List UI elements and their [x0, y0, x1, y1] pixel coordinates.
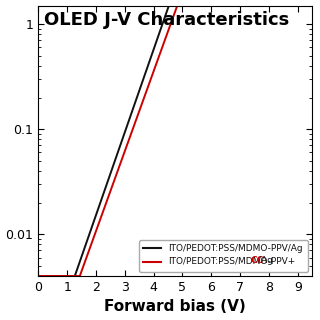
- X-axis label: Forward bias (V): Forward bias (V): [104, 300, 246, 315]
- Text: /Ag: /Ag: [258, 256, 273, 265]
- Text: OLED J-V Characteristics: OLED J-V Characteristics: [44, 11, 289, 29]
- Legend: ITO/PEDOT:PSS/MDMO-PPV/Ag, : ITO/PEDOT:PSS/MDMO-PPV/Ag,: [139, 240, 308, 271]
- Text: CC: CC: [251, 256, 264, 265]
- Text: ITO/PEDOT:PSS/MDMO-PPV+: ITO/PEDOT:PSS/MDMO-PPV+: [169, 256, 296, 265]
